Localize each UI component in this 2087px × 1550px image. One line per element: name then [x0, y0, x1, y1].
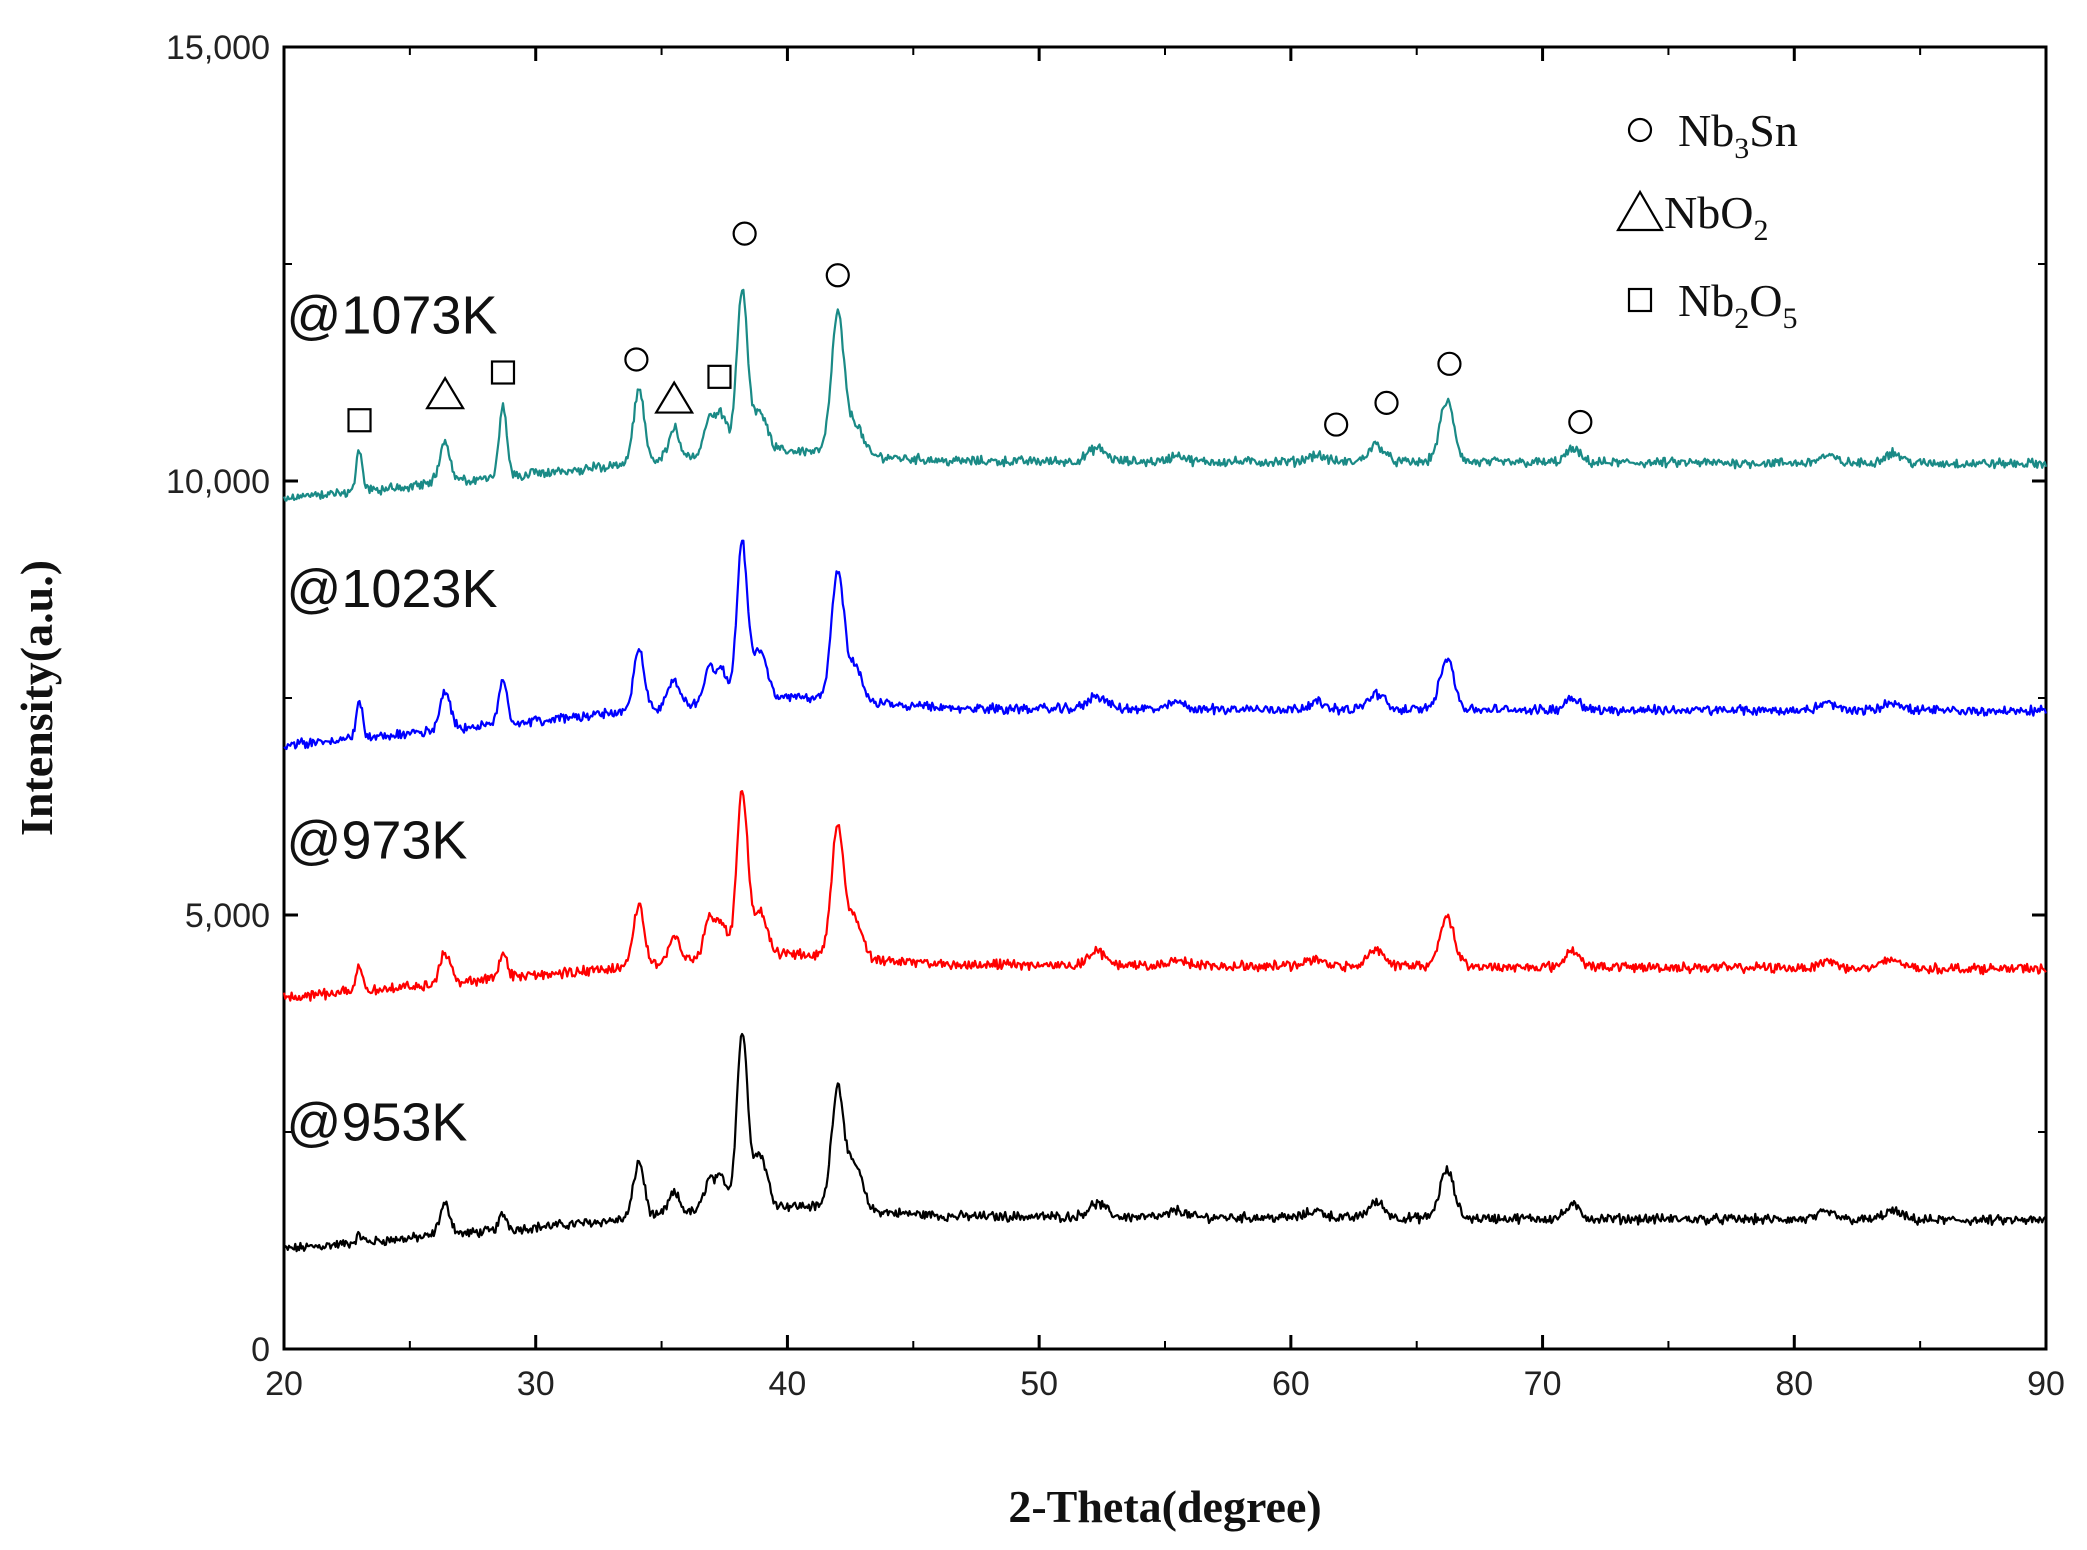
x-tick-label: 70: [1524, 1365, 1562, 1403]
peak-marker-triangle: [425, 376, 466, 410]
legend: Nb3Sn NbO2 Nb2O5: [1616, 105, 1798, 335]
y-tick-label: 10,000: [166, 463, 270, 501]
plot-area: [282, 45, 2048, 1351]
x-tick-label: 90: [2027, 1365, 2065, 1403]
legend-entry: Nb2O5: [1678, 275, 1797, 335]
legend-circle-icon: [1627, 117, 1653, 143]
peak-marker-circle: [732, 221, 757, 246]
peak-marker-circle: [1437, 351, 1462, 376]
x-axis-title: 2-Theta(degree): [1008, 1481, 1321, 1532]
legend-entry: Nb3Sn: [1678, 105, 1798, 165]
peak-marker-square: [707, 364, 732, 389]
series-label: @1073K: [287, 285, 498, 345]
x-tick-label: 60: [1272, 1365, 1310, 1403]
peak-marker-circle: [1568, 409, 1593, 435]
series-layer: [282, 288, 2048, 1253]
legend-triangle-icon: [1616, 189, 1664, 232]
series-line-1073K: [282, 288, 2048, 502]
peak-marker-circle: [1374, 390, 1399, 415]
sample-labels: @953K @973K @1023K @1073K: [287, 285, 498, 1152]
series-line-973K: [282, 790, 2047, 1002]
series-label: @953K: [287, 1093, 468, 1153]
x-tick-label: 40: [769, 1365, 807, 1403]
x-tick-label: 50: [1020, 1365, 1058, 1403]
peak-marker-circle: [624, 347, 649, 372]
plot-frame: [282, 45, 2048, 1351]
x-tick-label: 80: [1775, 1365, 1813, 1403]
x-tick-label: 20: [265, 1365, 303, 1403]
series-label: @973K: [287, 811, 468, 871]
series-line-953K: [283, 1032, 2047, 1253]
x-tick-label: 30: [517, 1365, 555, 1403]
legend-square-icon: [1627, 287, 1653, 313]
peak-marker-circle: [825, 263, 850, 288]
peak-marker-square: [347, 408, 372, 433]
y-tick-label: 15,000: [166, 29, 270, 67]
y-tick-label: 5,000: [185, 897, 270, 935]
peak-marker-circle: [1324, 412, 1349, 437]
series-line-1023K: [283, 539, 2048, 751]
ticks-layer: 20 30 40 50 60 70 80 90 0 5,000 10,000 15,000: [166, 29, 2065, 1403]
annotation-layer: [347, 221, 1593, 437]
y-tick-label: 0: [251, 1331, 270, 1369]
series-label: @1023K: [287, 559, 498, 619]
y-axis-title: Intensity(a.u.): [11, 560, 62, 836]
peak-marker-triangle: [654, 380, 695, 414]
legend-entry: NbO2: [1664, 187, 1768, 247]
peak-marker-square: [490, 360, 516, 385]
